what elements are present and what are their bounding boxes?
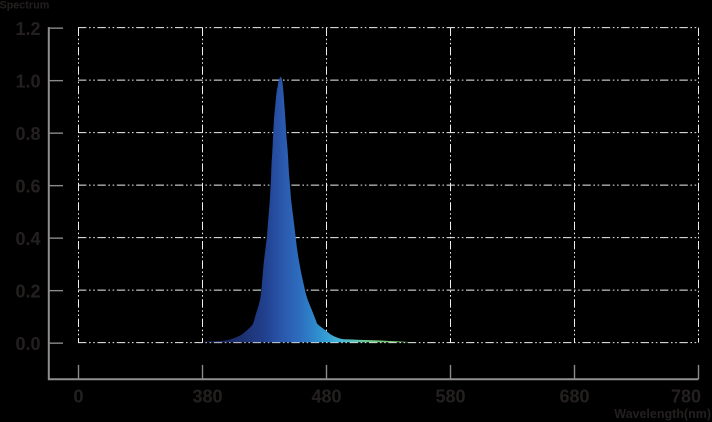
- svg-text:0.0: 0.0: [15, 334, 40, 354]
- svg-text:680: 680: [559, 386, 589, 406]
- svg-text:1.2: 1.2: [15, 19, 40, 39]
- svg-text:580: 580: [435, 386, 465, 406]
- svg-text:780: 780: [671, 386, 701, 406]
- svg-text:0.6: 0.6: [15, 177, 40, 197]
- svg-text:0.2: 0.2: [15, 282, 40, 302]
- svg-text:0.4: 0.4: [15, 229, 40, 249]
- svg-text:Spectrum: Spectrum: [0, 0, 49, 11]
- svg-text:380: 380: [192, 386, 222, 406]
- svg-text:480: 480: [311, 386, 341, 406]
- svg-text:Wavelength(nm): Wavelength(nm): [614, 407, 711, 421]
- svg-text:1.0: 1.0: [15, 72, 40, 92]
- svg-text:0: 0: [73, 386, 83, 406]
- svg-text:0.8: 0.8: [15, 124, 40, 144]
